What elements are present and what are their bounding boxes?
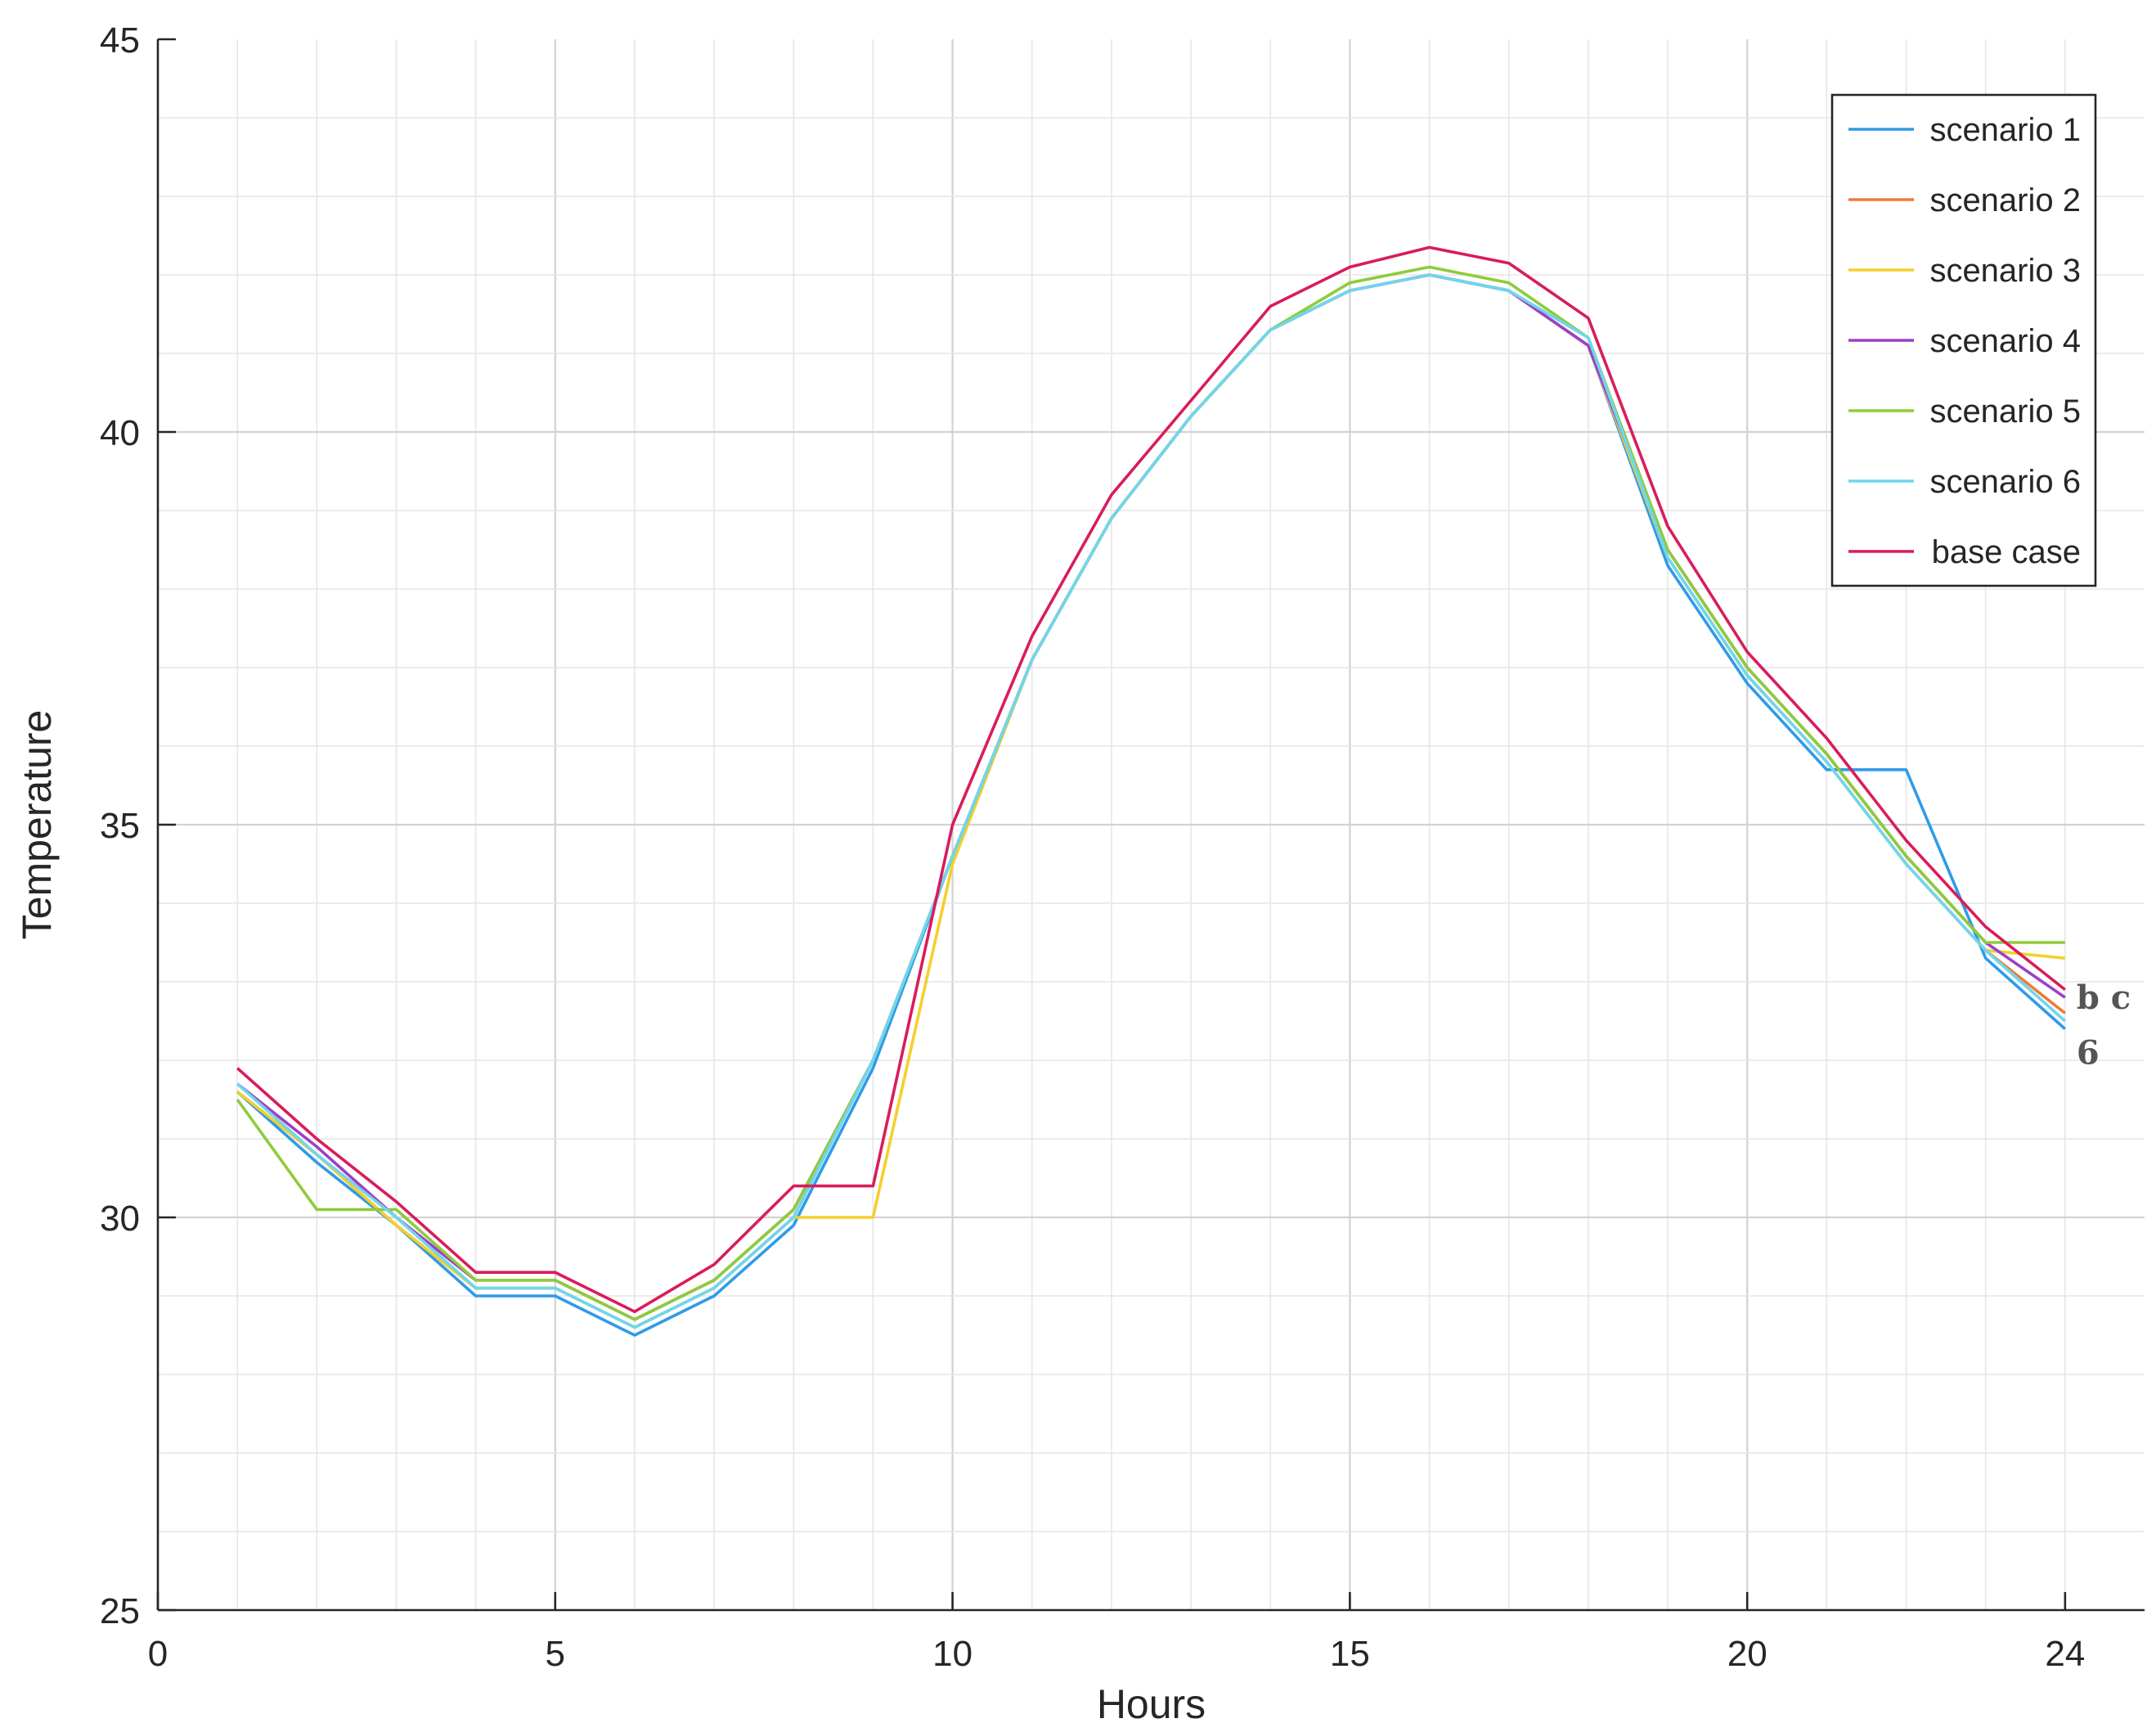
legend: scenario 1 scenario 2 scenario 3 scenario 4…: [1830, 93, 2097, 587]
axes: [156, 38, 2145, 1612]
legend-entry: scenario 1: [1929, 112, 2081, 148]
plot-grid: [158, 39, 2145, 1610]
legend-entry: scenario 5: [1929, 394, 2081, 430]
y-tick-label: 35: [100, 806, 140, 846]
y-tick-label: 30: [100, 1199, 140, 1239]
x-tick-label: 15: [1330, 1634, 1370, 1674]
series-line-6: [236, 273, 2066, 1329]
series-line-5: [236, 265, 2065, 1321]
annotations: b c 6: [2077, 978, 2131, 1072]
annotation-label: b c: [2077, 978, 2131, 1017]
series-line-1: [236, 273, 2066, 1337]
legend-entry: base case: [1932, 534, 2081, 570]
y-tick-label: 25: [100, 1591, 140, 1631]
legend-entry: scenario 4: [1929, 323, 2081, 359]
legend-entry: scenario 3: [1929, 253, 2081, 289]
x-tick-label: 5: [546, 1634, 565, 1674]
y-tick-label: 40: [100, 413, 140, 453]
annotation-label: 6: [2077, 1033, 2100, 1072]
y-tick-label: 45: [100, 20, 140, 61]
y-axis-label: Temperature: [14, 710, 60, 940]
series-line-7: [236, 245, 2066, 1313]
x-axis-label: Hours: [1097, 1681, 1206, 1727]
x-tick-label: 24: [2045, 1634, 2085, 1674]
series-lines: [236, 245, 2066, 1337]
x-tick-label: 10: [932, 1634, 972, 1674]
x-tick-label: 0: [148, 1634, 168, 1674]
x-tick-label: 20: [1727, 1634, 1767, 1674]
legend-entry: scenario 6: [1929, 464, 2081, 500]
legend-entry: scenario 2: [1929, 182, 2081, 218]
tick-labels: 0 5 10 15 20 24 25 30 35 40 45: [100, 20, 2085, 1674]
